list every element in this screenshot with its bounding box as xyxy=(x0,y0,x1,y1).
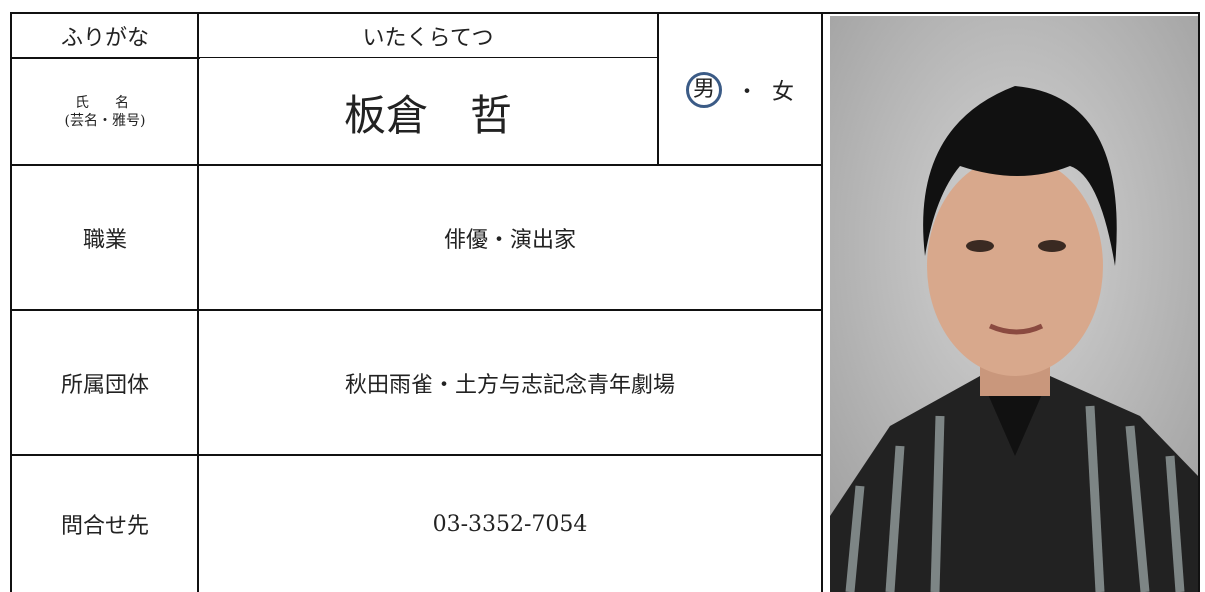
border xyxy=(10,454,822,456)
border xyxy=(657,12,659,165)
border xyxy=(198,57,658,58)
row-value: 俳優・演出家 xyxy=(443,228,576,253)
name-label-cell: 氏 名 (芸名・雅号) xyxy=(12,59,198,165)
row-label: 問合せ先 xyxy=(60,514,149,539)
row-value: 03-3352-7054 xyxy=(432,511,588,537)
row-label: 所属団体 xyxy=(60,373,149,398)
border xyxy=(10,164,822,166)
row-label: 職業 xyxy=(82,228,127,253)
border xyxy=(10,12,12,592)
furigana-label: ふりがな xyxy=(60,26,149,51)
gender-option: 女 xyxy=(772,79,795,105)
gender-cell: 男 ・ 女 xyxy=(659,14,821,165)
border xyxy=(10,57,200,59)
name-label: 氏 名 xyxy=(75,95,135,111)
row-value: 秋田雨雀・土方与志記念青年劇場 xyxy=(344,373,675,398)
border xyxy=(197,12,199,592)
portrait-photo xyxy=(830,16,1198,592)
gender-option: 男 xyxy=(685,71,722,108)
border xyxy=(1198,12,1200,592)
border xyxy=(821,12,823,592)
border xyxy=(10,12,1200,14)
furigana-value: いたくらてつ xyxy=(362,26,494,51)
gender-separator: ・ xyxy=(735,79,758,105)
name-sublabel: (芸名・雅号) xyxy=(64,113,146,129)
border xyxy=(10,309,822,311)
name-value: 板倉 哲 xyxy=(343,90,512,140)
